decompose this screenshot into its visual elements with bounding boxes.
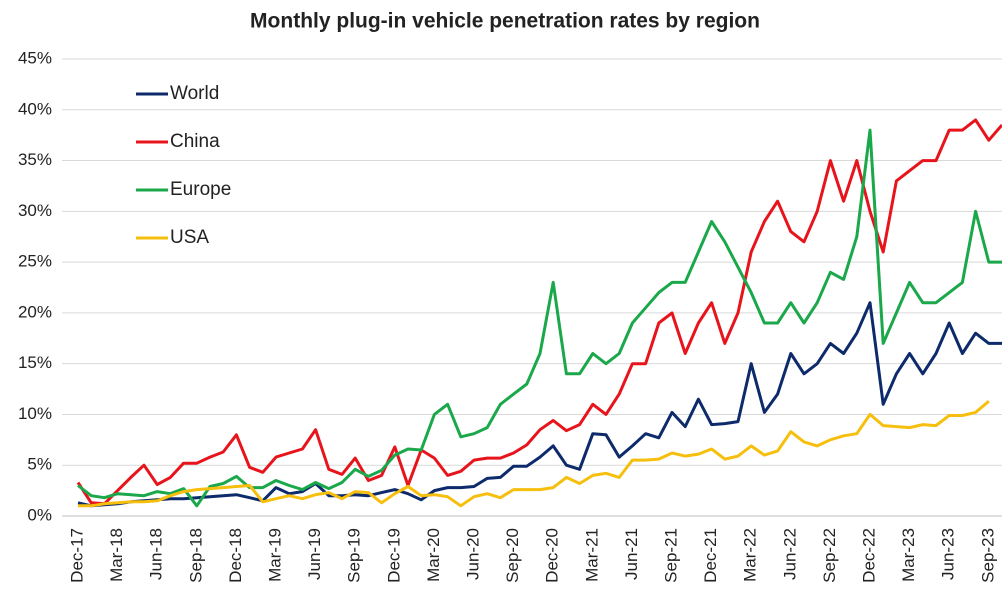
x-tick-label: Dec-20 [543,528,562,583]
chart-title: Monthly plug-in vehicle penetration rate… [250,10,760,33]
y-tick-label: 20% [18,302,52,321]
y-tick-label: 25% [18,252,52,271]
y-tick-label: 45% [18,48,52,67]
legend-label: Europe [170,179,231,200]
x-tick-label: Mar-22 [741,528,760,582]
x-tick-label: Dec-21 [701,528,720,583]
x-tick-label: Sep-19 [345,528,364,583]
series-line [76,118,1002,506]
x-tick-label: Jun-22 [780,528,799,580]
x-tick-label: Jun-23 [939,528,958,580]
x-tick-label: Jun-19 [305,528,324,580]
x-tick-label: Jun-21 [622,528,641,580]
x-tick-label: Jun-20 [463,528,482,580]
x-tick-label: Dec-18 [226,528,245,583]
x-tick-label: Dec-22 [859,528,878,583]
x-tick-label: Mar-21 [582,528,601,582]
y-tick-label: 15% [18,353,52,372]
x-tick-label: Dec-17 [67,528,86,583]
x-tick-label: Mar-23 [899,528,918,582]
y-tick-label: 5% [27,455,52,474]
y-tick-label: 40% [18,99,52,118]
x-tick-label: Mar-20 [424,528,443,582]
x-tick-label: Jun-18 [147,528,166,580]
series-line [77,301,1002,508]
y-tick-label: 35% [18,150,52,169]
series-line [78,400,990,508]
y-tick-label: 0% [27,505,52,524]
x-tick-label: Sep-21 [661,528,680,583]
y-tick-label: 30% [18,201,52,220]
x-tick-label: Sep-23 [978,528,997,583]
x-tick-label: Sep-18 [186,528,205,583]
series-line [77,128,1002,508]
y-tick-label: 10% [18,404,52,423]
legend-label: World [170,83,219,104]
x-tick-label: Mar-19 [265,528,284,582]
x-tick-label: Mar-18 [107,528,126,582]
legend-label: China [170,131,220,152]
x-tick-label: Dec-19 [384,528,403,583]
legend-label: USA [170,227,209,248]
x-tick-label: Sep-20 [503,528,522,583]
x-tick-label: Sep-22 [820,528,839,583]
